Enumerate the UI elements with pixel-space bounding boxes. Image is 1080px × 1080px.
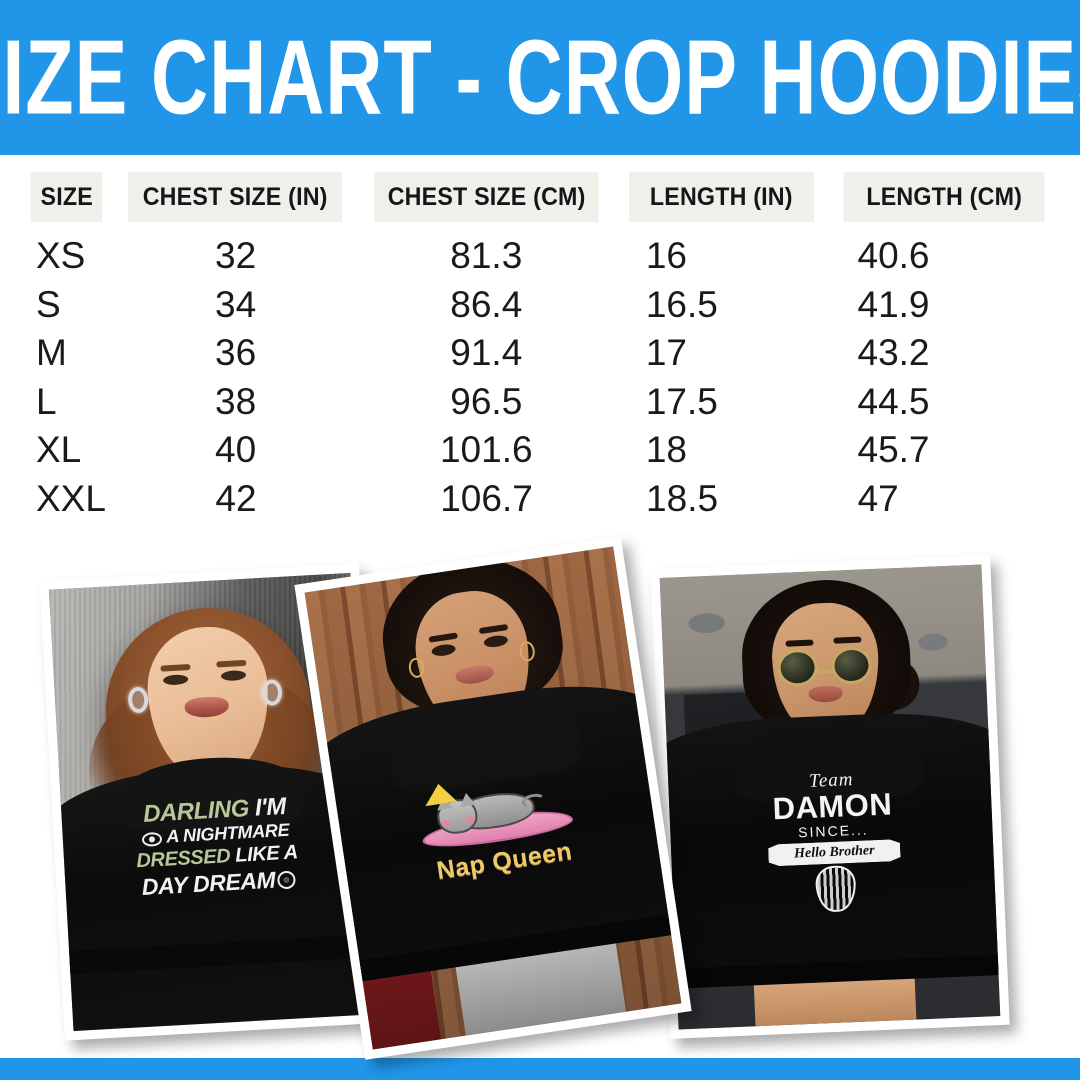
size-chart-table: SIZE CHEST SIZE (IN) CHEST SIZE (CM) LEN…: [0, 172, 1080, 523]
cell-chest-cm: 81.3: [450, 235, 523, 277]
cell-chest-cm: 106.7: [440, 477, 533, 519]
column-header-chest-in: CHEST SIZE (IN): [128, 172, 343, 222]
cell-length-cm: 41.9: [857, 283, 930, 325]
model-eyebrow-left: [785, 639, 814, 647]
cell-size: M: [36, 332, 67, 374]
cell-chest-in: 38: [215, 380, 257, 422]
table-row: XS 32 81.3 16 40.6: [28, 232, 1052, 281]
cell-chest-in: 34: [215, 283, 257, 325]
table-row: L 38 96.5 17.5 44.5: [28, 378, 1052, 427]
hoodie-print-darling: DARLING I'M A NIGHTMARE DRESSED LIKE A D…: [116, 792, 317, 901]
model-eyebrow-right: [833, 636, 862, 644]
table-header-row: SIZE CHEST SIZE (IN) CHEST SIZE (CM) LEN…: [0, 172, 1080, 224]
print-word-like-a: LIKE A: [234, 841, 299, 867]
dreamcatcher-icon: [276, 870, 296, 890]
cell-chest-cm: 86.4: [450, 283, 523, 325]
cell-length-cm: 40.6: [857, 235, 930, 277]
cell-length-in: 18: [645, 429, 687, 471]
banner-ribbon-icon: Hello Brother: [768, 839, 901, 867]
column-header-length-cm: LENGTH (CM): [843, 172, 1045, 222]
crest-emblem-icon: [814, 864, 857, 913]
cell-size: XL: [36, 429, 82, 471]
column-header-size: SIZE: [30, 172, 103, 222]
cell-chest-in: 32: [215, 235, 257, 277]
cell-length-in: 18.5: [646, 477, 719, 519]
cell-chest-in: 36: [215, 332, 257, 374]
cell-length-cm: 45.7: [857, 429, 930, 471]
table-row: S 34 86.4 16.5 41.9: [28, 281, 1052, 330]
eye-icon: [142, 831, 163, 847]
column-header-length-in: LENGTH (IN): [628, 172, 814, 222]
cell-chest-cm: 91.4: [450, 332, 523, 374]
product-photo-team-damon: Team DAMON SINCE... Hello Brother: [650, 555, 1010, 1039]
hoodie-print-team-damon: Team DAMON SINCE... Hello Brother: [749, 766, 919, 915]
cat-ear-right: [458, 791, 476, 808]
print-word-damon: DAMON: [771, 786, 893, 827]
table-row: M 36 91.4 17 43.2: [28, 329, 1052, 378]
page-title: SIZE CHART - CROP HOODIES: [0, 18, 1080, 137]
cell-size: XXL: [36, 477, 106, 519]
cell-size: S: [36, 283, 61, 325]
cell-length-in: 16: [645, 235, 687, 277]
cell-size: XS: [36, 235, 86, 277]
print-word-dressed: DRESSED: [135, 845, 231, 873]
footer-strip: [0, 1058, 1080, 1080]
cell-size: L: [36, 380, 57, 422]
table-body: XS 32 81.3 16 40.6 S 34 86.4 16.5 41.9 M…: [0, 232, 1080, 523]
cell-length-in: 17.5: [645, 380, 718, 422]
cell-chest-in: 42: [215, 477, 257, 519]
photo-inner: Nap Queen: [304, 546, 682, 1050]
photo-inner: Team DAMON SINCE... Hello Brother: [659, 564, 1001, 1030]
header-banner: SIZE CHART - CROP HOODIES: [0, 0, 1080, 155]
cell-length-cm: 47: [857, 477, 899, 519]
print-word-im: I'M: [254, 792, 287, 822]
column-header-chest-cm: CHEST SIZE (CM): [374, 172, 599, 222]
cell-length-in: 16.5: [645, 283, 718, 325]
cell-length-cm: 44.5: [857, 380, 930, 422]
product-photo-collage: DARLING I'M A NIGHTMARE DRESSED LIKE A D…: [0, 520, 1080, 1060]
cell-length-cm: 43.2: [857, 332, 930, 374]
cell-chest-cm: 96.5: [450, 380, 523, 422]
cell-chest-in: 40: [215, 429, 257, 471]
cell-chest-cm: 101.6: [439, 429, 533, 471]
product-photo-nap-queen: Nap Queen: [294, 536, 692, 1060]
cell-length-in: 17: [645, 332, 687, 374]
table-row: XL 40 101.6 18 45.7: [28, 426, 1052, 475]
table-row: XXL 42 106.7 18.5 47: [28, 475, 1052, 524]
